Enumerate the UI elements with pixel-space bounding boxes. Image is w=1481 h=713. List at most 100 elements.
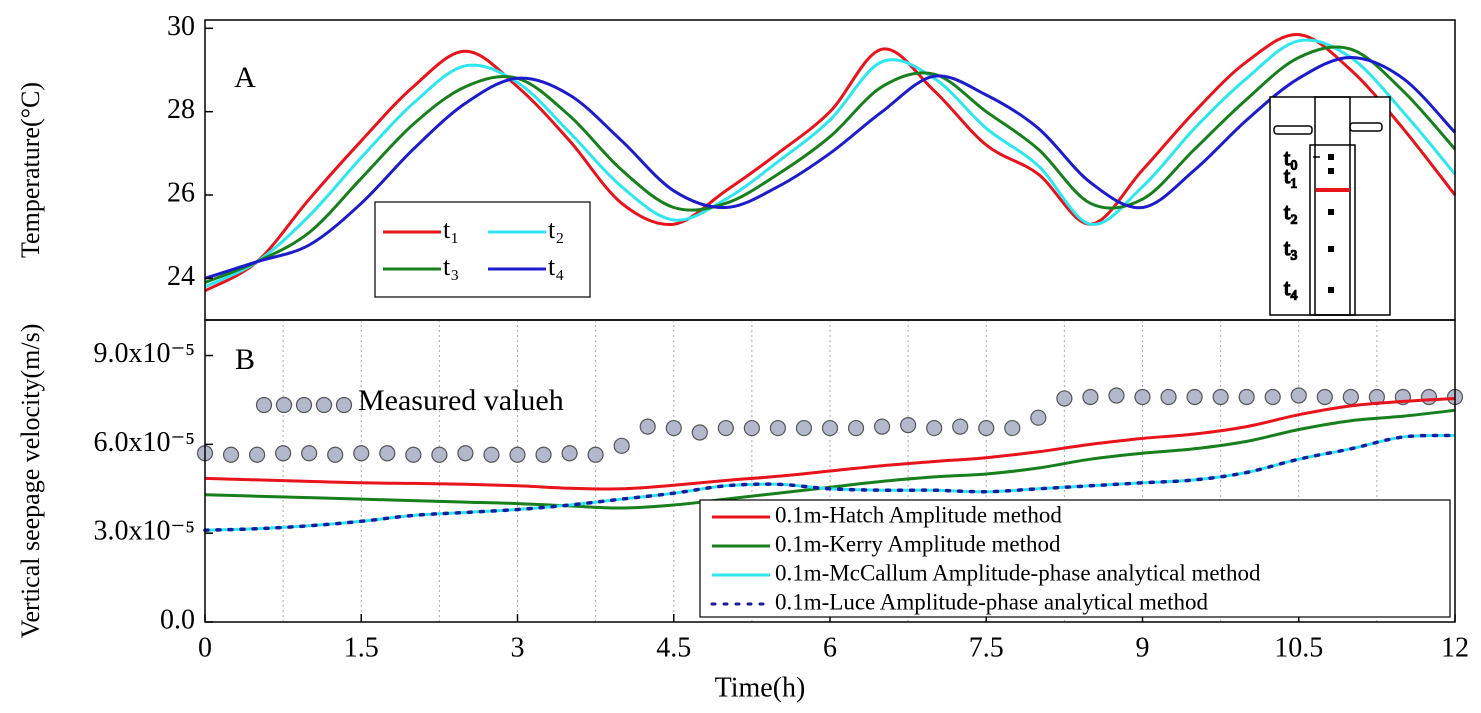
inset-tab (1273, 125, 1313, 135)
panel: 24 26 28 30 A Temperature(°C) t₁ t₂ t₃ t₄ (16, 11, 1457, 321)
legend-swatch (255, 396, 273, 414)
sensor (1328, 154, 1334, 160)
y-tick-label: 30 (167, 11, 195, 42)
series-line (203, 433, 1457, 532)
marker (1082, 388, 1099, 406)
marker (978, 419, 995, 437)
x-tick-label: 7.5 (969, 632, 1004, 663)
inset-label: t₂ (1284, 199, 1298, 224)
panel-label: A (234, 61, 256, 94)
legend-label: t₂ (548, 215, 564, 244)
inset-sensors (1328, 154, 1334, 293)
marker (301, 445, 318, 462)
y-tick-label: 3.0x10⁻⁵ (93, 516, 195, 547)
legend-label: t₃ (443, 252, 459, 281)
marker (1134, 388, 1151, 406)
marker (743, 419, 760, 437)
marker (353, 445, 370, 462)
series-line (204, 38, 1457, 289)
legend-swatch (295, 396, 313, 414)
series-line (204, 55, 1457, 280)
y-tick-label: 26 (167, 177, 195, 208)
legend-swatch (315, 396, 333, 414)
legend-label: 0.1m-McCallum Amplitude-phase analytical… (775, 560, 1261, 585)
marker (1238, 388, 1255, 406)
legend-label: Measured valueh (358, 384, 564, 417)
inset-label: t₁ (1284, 163, 1298, 188)
marker (873, 418, 891, 435)
marker (1420, 388, 1438, 406)
y-tick-label: 28 (167, 94, 195, 125)
marker (535, 446, 552, 463)
y-tick-label: 6.0x10⁻⁵ (93, 427, 195, 458)
sensor (1328, 287, 1334, 293)
panel-label: B (235, 343, 255, 376)
x-tick-label: 12 (1441, 632, 1469, 663)
legend-label: t₁ (443, 215, 459, 244)
legend-label: 0.1m-Kerry Amplitude method (775, 531, 1061, 556)
marker (952, 418, 969, 435)
marker (795, 419, 813, 437)
x-tick-label: 0 (198, 632, 212, 663)
legend-swatch (275, 396, 293, 414)
sensor (1328, 209, 1334, 215)
inset-label: t₄ (1284, 275, 1298, 300)
marker (248, 446, 266, 463)
x-tick-label: 4.5 (656, 632, 691, 663)
series-line (204, 33, 1457, 293)
legend-box (699, 499, 1451, 618)
marker (405, 446, 422, 463)
marker (275, 445, 292, 462)
marker (509, 446, 526, 463)
sensor (1328, 168, 1334, 174)
legend-box (374, 201, 591, 298)
series-line (204, 397, 1456, 491)
x-tick-label: 10.5 (1274, 632, 1323, 663)
x-tick-label: 9 (1136, 632, 1150, 663)
inset-label: t₃ (1284, 235, 1298, 260)
marker (1264, 388, 1281, 406)
marker (561, 445, 578, 462)
marker (1316, 388, 1333, 406)
marker (1160, 388, 1177, 406)
x-tick-label: 1.5 (344, 632, 379, 663)
inset-tab (1349, 122, 1383, 132)
y-tick-label: 9.0x10⁻⁵ (93, 338, 195, 369)
marker (222, 446, 240, 463)
sensor (1328, 246, 1334, 252)
x-axis-title: Time(h) (715, 672, 806, 703)
legend-swatch (335, 396, 353, 414)
marker (717, 419, 734, 437)
legend-label: t₄ (548, 252, 564, 281)
marker (431, 446, 448, 463)
marker (821, 419, 839, 437)
marker (769, 419, 787, 437)
marker (1056, 390, 1073, 407)
legend-label: 0.1m-Hatch Amplitude method (775, 502, 1062, 527)
panel: 0.0 3.0x10⁻⁵ 6.0x10⁻⁵ 9.0x10⁻⁵ 0 1.5 3 4.5 6 7.5 9… (16, 319, 1469, 703)
marker (691, 424, 708, 441)
y-axis-title: Temperature(°C) (16, 82, 45, 258)
marker (900, 417, 917, 434)
marker (613, 437, 630, 454)
marker (1212, 388, 1229, 406)
marker (1108, 387, 1125, 404)
x-tick-label: 6 (823, 632, 837, 663)
y-tick-label: 24 (167, 261, 195, 292)
marker (483, 446, 500, 463)
legend-label: 0.1m-Luce Amplitude-phase analytical met… (775, 589, 1209, 614)
marker (457, 445, 474, 462)
x-tick-label: 3 (511, 632, 525, 663)
marker (847, 419, 865, 437)
marker (1290, 387, 1307, 404)
series-line (204, 45, 1457, 284)
y-axis-title: Vertical seepage velocity(m/s) (16, 324, 45, 639)
marker (926, 419, 943, 437)
marker (379, 445, 396, 462)
marker (639, 418, 656, 435)
marker (327, 446, 344, 463)
y-tick-label: 0.0 (160, 604, 195, 635)
marker (1186, 388, 1203, 406)
